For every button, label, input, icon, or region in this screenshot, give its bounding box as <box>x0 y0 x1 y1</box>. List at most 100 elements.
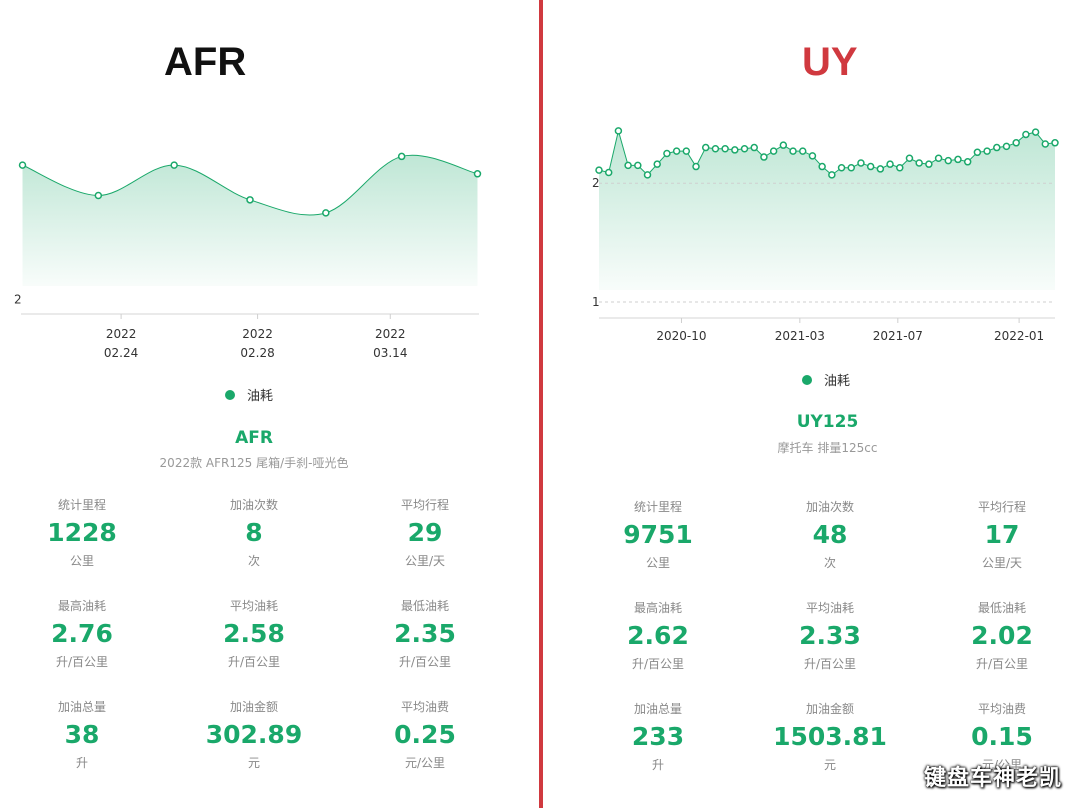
stat-item: 统计里程 9751 公里 <box>583 498 733 572</box>
stat-item: 平均油耗 2.33 升/百公里 <box>755 599 905 673</box>
data-point <box>963 158 972 166</box>
stat-item: 最高油耗 2.76 升/百公里 <box>7 597 157 671</box>
data-point <box>731 146 739 154</box>
data-point <box>604 168 613 177</box>
stat-label: 平均油费 <box>977 702 1026 716</box>
data-point <box>828 171 836 179</box>
stat-value: 0.15 <box>971 722 1033 751</box>
data-point <box>934 154 943 162</box>
stat-label: 平均行程 <box>400 498 449 512</box>
data-point <box>1031 128 1040 136</box>
stat-item: 平均油费 0.15 元/公里 <box>927 700 1077 774</box>
legend-dot-icon <box>802 374 812 385</box>
y-tick-label: 2 <box>14 293 22 307</box>
stat-item: 平均行程 29 公里/天 <box>350 496 500 570</box>
x-tick-label: 02.28 <box>240 346 274 360</box>
stat-value: 1503.81 <box>773 722 887 751</box>
stat-value: 29 <box>407 518 443 547</box>
stat-value: 8 <box>245 518 263 547</box>
panel-divider <box>539 0 543 808</box>
stat-unit: 升/百公里 <box>803 657 857 671</box>
data-point <box>663 149 671 158</box>
vehicle-description: 摩托车 排量125cc <box>777 441 878 455</box>
stat-item: 平均油耗 2.58 升/百公里 <box>179 597 329 671</box>
stat-value: 2.58 <box>223 619 285 648</box>
data-point <box>905 154 914 162</box>
stat-value: 17 <box>984 520 1020 549</box>
stat-unit: 升/百公里 <box>227 655 281 669</box>
stat-label: 最低油耗 <box>977 601 1026 615</box>
data-point <box>1012 139 1020 147</box>
stat-label: 加油金额 <box>805 702 854 716</box>
stat-item: 最低油耗 2.02 升/百公里 <box>927 599 1077 673</box>
stat-item: 加油金额 302.89 元 <box>179 698 329 772</box>
y-tick-label: 2 <box>592 176 600 190</box>
stat-unit: 公里 <box>645 556 670 570</box>
data-point <box>798 147 807 155</box>
x-tick-label: 2021-03 <box>775 329 825 343</box>
data-point <box>682 147 691 155</box>
data-point <box>473 170 482 178</box>
stat-value: 1228 <box>47 518 117 547</box>
stat-label: 加油次数 <box>229 498 278 512</box>
x-tick-label: 2022 <box>106 327 137 341</box>
stat-item: 加油总量 38 升 <box>7 698 157 772</box>
data-point <box>94 191 103 200</box>
stat-item: 平均行程 17 公里/天 <box>927 498 1077 572</box>
stat-value: 0.25 <box>394 720 456 749</box>
legend-dot-icon <box>225 389 235 400</box>
stat-item: 最高油耗 2.62 升/百公里 <box>583 599 733 673</box>
data-point <box>876 165 885 173</box>
data-point <box>170 161 178 169</box>
stat-value: 2.02 <box>971 621 1033 650</box>
watermark: 键盘车神老凯 <box>923 766 1062 791</box>
stat-item: 最低油耗 2.35 升/百公里 <box>350 597 500 671</box>
fuel-consumption-chart-uy: 2 1 2020-10 2021-03 2021-07 2022-01 <box>592 127 1059 343</box>
data-point <box>769 147 778 155</box>
data-point <box>750 143 758 152</box>
data-point <box>1041 140 1050 148</box>
data-point <box>789 147 797 155</box>
stat-unit: 升 <box>651 758 664 772</box>
stat-unit: 次 <box>823 556 836 570</box>
data-point <box>595 166 603 174</box>
vehicle-description: 2022款 AFR125 尾箱/手刹-哑光色 <box>159 456 349 470</box>
stat-label: 加油次数 <box>805 500 854 514</box>
stat-label: 加油总量 <box>57 700 106 714</box>
stat-value: 2.76 <box>51 619 113 648</box>
data-point <box>397 152 406 161</box>
data-point <box>624 161 632 170</box>
stat-unit: 元/公里 <box>404 756 446 770</box>
stat-unit: 元/公里 <box>981 758 1023 772</box>
stat-unit: 元 <box>247 756 260 770</box>
data-point <box>847 163 856 172</box>
data-point <box>944 156 953 165</box>
panel-title: UY <box>802 40 858 84</box>
left-panel: AFR 2 2022 02.24 2022 02.28 2022 03.14 油耗 AFR … <box>7 40 500 772</box>
stat-value: 2.35 <box>394 619 456 648</box>
data-point <box>896 163 904 172</box>
stat-value: 2.33 <box>799 621 861 650</box>
data-point <box>701 143 710 152</box>
stat-label: 加油总量 <box>633 702 682 716</box>
data-point <box>740 144 749 153</box>
data-point <box>653 160 661 168</box>
stat-value: 48 <box>812 520 848 549</box>
data-point <box>322 209 330 217</box>
stat-item: 统计里程 1228 公里 <box>7 496 157 570</box>
x-tick-label: 03.14 <box>373 346 407 360</box>
stat-label: 统计里程 <box>633 500 682 514</box>
stat-unit: 次 <box>247 554 260 568</box>
stat-label: 最低油耗 <box>400 599 449 613</box>
stat-value: 302.89 <box>205 720 303 749</box>
data-point <box>866 162 875 171</box>
vehicle-name: UY125 <box>796 412 859 432</box>
stat-label: 最高油耗 <box>57 599 106 613</box>
stat-label: 加油金额 <box>229 700 278 714</box>
stat-unit: 升/百公里 <box>631 657 685 671</box>
x-tick-label: 2022 <box>375 327 406 341</box>
data-point <box>973 148 982 157</box>
stat-label: 平均油耗 <box>229 599 278 613</box>
stat-label: 平均油耗 <box>805 601 854 615</box>
panel-title: AFR <box>164 40 247 84</box>
